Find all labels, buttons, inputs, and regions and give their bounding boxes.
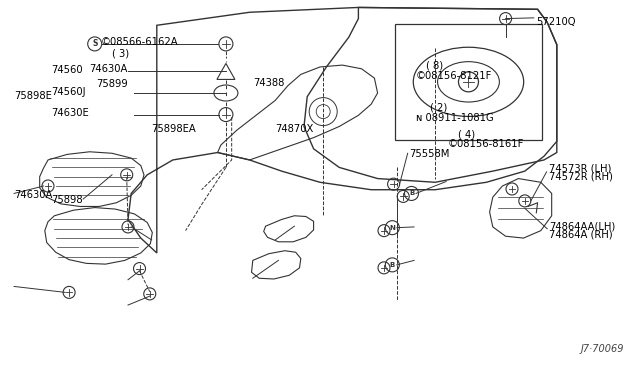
Text: 75899: 75899 [96, 80, 128, 89]
Text: J7·70069: J7·70069 [580, 344, 624, 354]
Text: ( 2): ( 2) [430, 103, 447, 113]
Text: ©08156-8161F: ©08156-8161F [448, 140, 524, 149]
Text: 75898EA: 75898EA [152, 125, 196, 134]
Text: N: N [389, 225, 396, 231]
Text: 75898E: 75898E [14, 91, 52, 100]
Text: 74560J: 74560J [51, 87, 86, 96]
Text: 75558M: 75558M [410, 150, 450, 159]
Text: 74864A (RH): 74864A (RH) [549, 230, 612, 239]
Text: B: B [409, 190, 414, 196]
Text: 74630A: 74630A [90, 64, 128, 74]
Text: S: S [92, 39, 97, 48]
Text: 74573R (LH): 74573R (LH) [549, 164, 611, 173]
Text: 57210Q: 57210Q [536, 17, 576, 26]
Text: B: B [390, 262, 395, 268]
Text: ©08566-6162A: ©08566-6162A [101, 37, 179, 46]
Text: ɴ 08911-1081G: ɴ 08911-1081G [416, 113, 493, 122]
Text: 74864AA(LH): 74864AA(LH) [549, 221, 616, 231]
Text: ( 8): ( 8) [426, 61, 443, 71]
Text: ( 3): ( 3) [112, 49, 129, 59]
Text: 74560: 74560 [51, 65, 83, 75]
Text: 74630E: 74630E [51, 108, 89, 118]
Text: 74572R (RH): 74572R (RH) [549, 172, 613, 182]
Text: 74870X: 74870X [275, 125, 314, 134]
Text: ©08156-8121F: ©08156-8121F [416, 71, 492, 80]
Text: 75898: 75898 [52, 195, 83, 205]
Text: 74388: 74388 [253, 78, 284, 88]
Bar [395, 24, 542, 140]
Text: 74630A: 74630A [14, 190, 52, 200]
Text: ( 4): ( 4) [458, 130, 475, 140]
